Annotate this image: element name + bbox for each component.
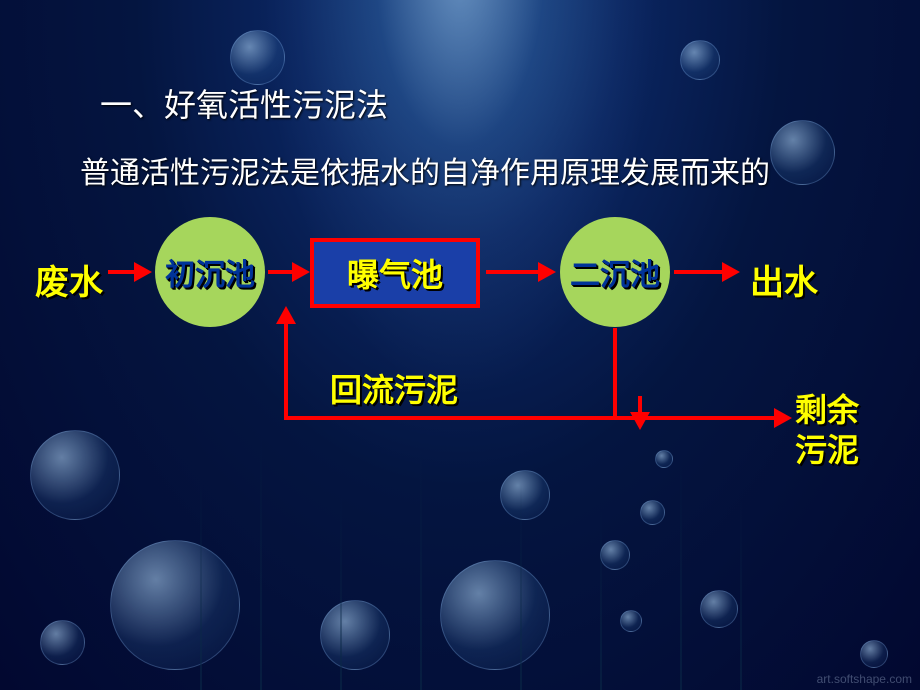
arrow xyxy=(284,416,617,420)
arrow xyxy=(674,270,726,274)
slide-subtitle: 普通活性污泥法是依据水的自净作用原理发展而来的 xyxy=(80,148,770,192)
arrow xyxy=(486,270,542,274)
label-return-sludge: 回流污泥 xyxy=(330,365,458,411)
label-effluent: 出水 xyxy=(750,255,818,304)
node-label: 二沉池 xyxy=(570,250,660,294)
node-primary-sedimentation: 初沉池 xyxy=(155,217,265,327)
arrow-head-icon xyxy=(538,262,556,282)
arrow-head-icon xyxy=(134,262,152,282)
node-label: 曝气池 xyxy=(347,250,443,296)
arrow-head-icon xyxy=(292,262,310,282)
node-aeration-tank: 曝气池 xyxy=(310,238,480,308)
arrow xyxy=(613,328,617,420)
slide-content: 一、好氧活性污泥法 普通活性污泥法是依据水的自净作用原理发展而来的 废水 初沉池… xyxy=(0,0,920,690)
slide-title: 一、好氧活性污泥法 xyxy=(100,80,388,126)
label-excess-sludge-line2: 污泥 xyxy=(795,425,859,471)
label-wastewater: 废水 xyxy=(35,255,103,304)
arrow-head-icon xyxy=(722,262,740,282)
node-secondary-sedimentation: 二沉池 xyxy=(560,217,670,327)
arrow-head-icon xyxy=(276,306,296,324)
node-label: 初沉池 xyxy=(165,250,255,294)
arrow-head-icon xyxy=(630,412,650,430)
arrow-head-icon xyxy=(774,408,792,428)
arrow xyxy=(284,320,288,420)
